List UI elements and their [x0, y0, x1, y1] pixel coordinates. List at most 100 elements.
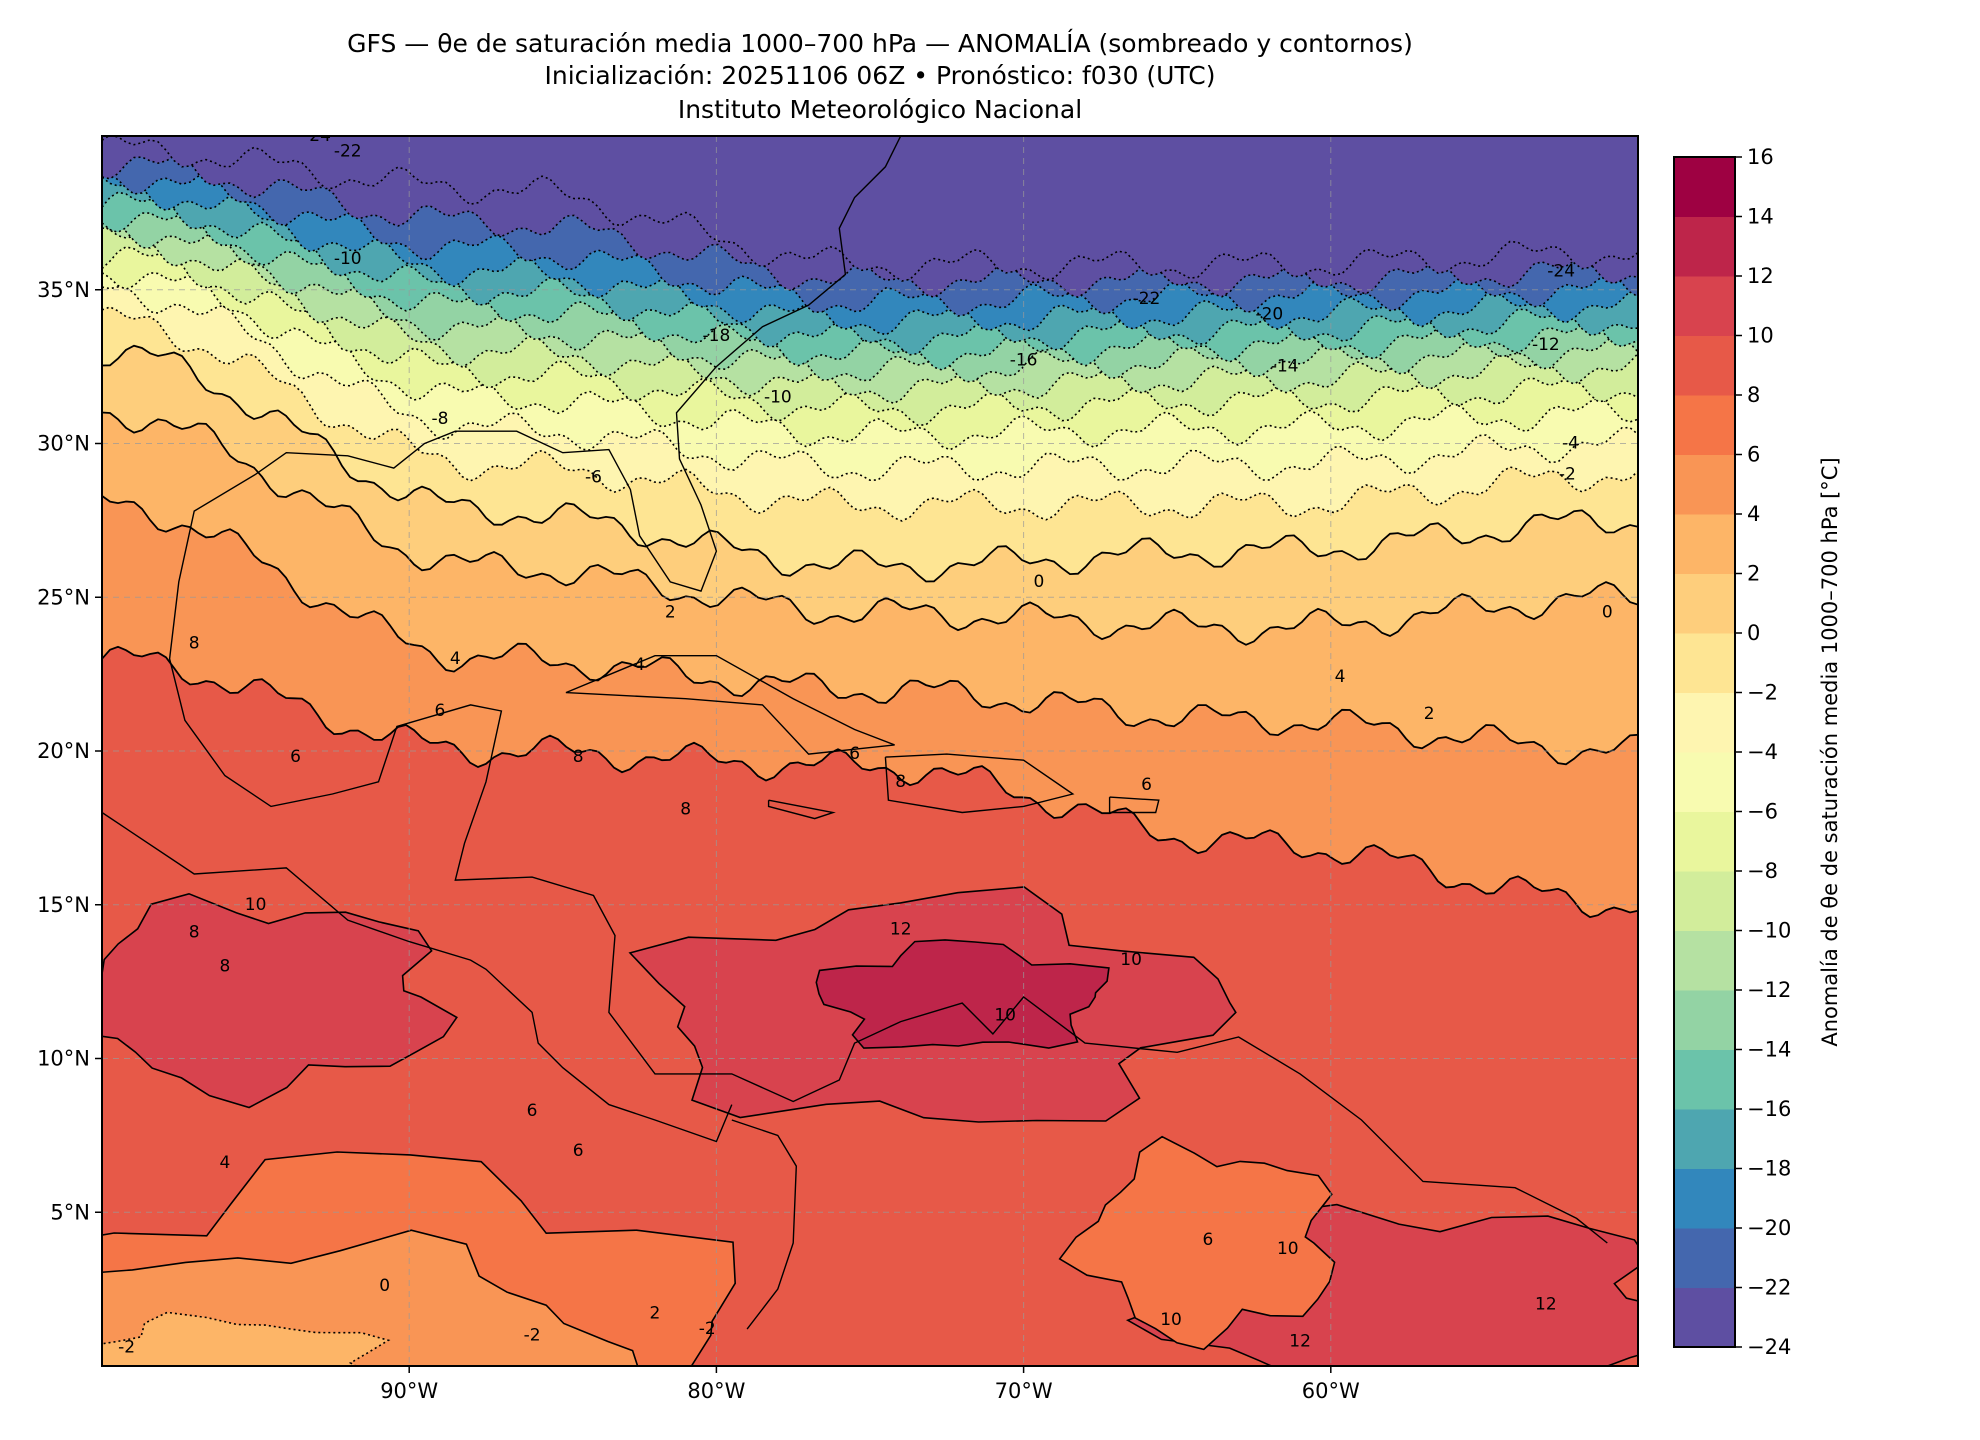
band-6-8-guiana: [1058, 1135, 1336, 1351]
colorbar-swatch: [1674, 811, 1735, 872]
contour-label: 12: [890, 919, 912, 939]
contour-label: -2: [1559, 464, 1576, 484]
contour-label: 8: [189, 922, 200, 942]
colorbar-swatch: [1674, 335, 1735, 396]
colorbar-tick-label: 0: [1747, 621, 1760, 645]
colorbar-swatch: [1674, 276, 1735, 336]
colorbar-tick-label: −6: [1747, 800, 1778, 824]
colorbar-swatch: [1674, 216, 1735, 277]
chart-institution: Instituto Meteorológico Nacional: [677, 95, 1083, 124]
colorbar-tick-label: 6: [1747, 443, 1760, 467]
coastline: [731, 1119, 798, 1330]
colorbar-swatch: [1674, 871, 1735, 931]
contour-line: [102, 225, 1638, 405]
contour-label: -24: [303, 126, 331, 146]
contour-label: 0: [1602, 603, 1613, 623]
colorbar-swatch: [1674, 1168, 1735, 1229]
contour-label: 4: [219, 1153, 230, 1173]
colorbar-swatch: [1674, 1049, 1735, 1110]
colorbar-tick-label: 14: [1747, 205, 1774, 229]
contour-label: 6: [1203, 1230, 1214, 1250]
coastline: [1108, 796, 1160, 814]
contour-label: 2: [665, 603, 676, 623]
colorbar-swatch: [1674, 990, 1735, 1050]
gridlines: [102, 136, 1638, 1366]
contour-label: 6: [573, 1141, 584, 1161]
contour-line: [102, 495, 1638, 766]
y-tick-label: 20°N: [37, 739, 90, 763]
band-m2-0-southwest: [102, 1311, 391, 1366]
x-tick-label: 90°W: [380, 1379, 438, 1403]
contour-label: 10: [1160, 1310, 1182, 1330]
contour-label: 10: [1120, 950, 1142, 970]
contour-label: 2: [650, 1304, 661, 1324]
y-tick-label: 30°N: [37, 432, 90, 456]
chart-title: GFS — θe de saturación media 1000–700 hP…: [347, 29, 1413, 58]
contour-label: 4: [450, 649, 461, 669]
contour-label: 8: [573, 747, 584, 767]
coastline: [884, 753, 1075, 814]
colorbar-swatch: [1674, 752, 1735, 812]
contour-line: [102, 155, 1638, 299]
contour-label: 10: [994, 1005, 1016, 1025]
contour-label: 0: [379, 1276, 390, 1296]
colorbar-tick-label: −2: [1747, 681, 1778, 705]
y-tick-label: 5°N: [50, 1200, 90, 1224]
coastlines: [102, 136, 1608, 1330]
colorbar-tick-label: −10: [1747, 919, 1791, 943]
contour-line: [102, 191, 1638, 356]
contour-label: 8: [895, 772, 906, 792]
colorbar-tick-label: 16: [1747, 145, 1774, 169]
contour-label: -2: [699, 1319, 716, 1339]
contour-label: -10: [334, 249, 362, 269]
coastline: [168, 136, 1608, 1244]
colorbar-swatch: [1674, 930, 1735, 991]
colorbar-tick-label: −12: [1747, 978, 1791, 1002]
colorbar-swatch: [1674, 454, 1735, 515]
contour-label: -20: [1255, 304, 1283, 324]
contour-label: -22: [334, 141, 362, 161]
band--24: [102, 136, 1638, 281]
contour-label: -24: [1547, 261, 1575, 281]
colorbar-tick-label: −14: [1747, 1038, 1791, 1062]
colorbar-tick-label: −18: [1747, 1157, 1791, 1181]
contour-label: -8: [431, 409, 448, 429]
colorbar-tick-label: −8: [1747, 859, 1778, 883]
contour-line: [102, 225, 1638, 383]
colorbar-tick-label: 10: [1747, 324, 1774, 348]
colorbar-swatch: [1674, 157, 1735, 217]
contour-label: 4: [634, 655, 645, 675]
colorbar-swatch: [1674, 514, 1735, 574]
y-tick-label: 25°N: [37, 585, 90, 609]
contour-line: [102, 645, 1638, 919]
colorbar-swatch: [1674, 395, 1735, 455]
contour-label: 4: [1335, 667, 1346, 687]
x-tick-label: 60°W: [1302, 1379, 1360, 1403]
contour-label: -6: [585, 467, 602, 487]
colorbar-swatch: [1674, 1287, 1735, 1348]
band-10-12-pacific: [102, 892, 458, 1109]
y-tick-label: 10°N: [37, 1047, 90, 1071]
colorbar-swatch: [1674, 1109, 1735, 1169]
contour-line: [102, 344, 1638, 583]
band-12-14-caribbean: [815, 939, 1110, 1049]
coastline: [102, 811, 733, 1143]
colorbar-tick-label: 8: [1747, 383, 1760, 407]
colorbar-tick-label: −4: [1747, 740, 1778, 764]
colorbar-swatch: [1674, 1228, 1735, 1288]
contour-label: 6: [527, 1101, 538, 1121]
colorbar-swatch: [1674, 633, 1735, 693]
x-tick-label: 80°W: [687, 1379, 745, 1403]
contour-line: [102, 286, 1638, 482]
contour-label: 6: [435, 701, 446, 721]
colorbar-tick-label: 2: [1747, 562, 1760, 586]
coastline: [767, 799, 836, 820]
contour-line: [102, 176, 1638, 336]
contour-label: -16: [1010, 350, 1038, 370]
colorbar-swatch: [1674, 692, 1735, 753]
contour-line: [102, 136, 1638, 282]
colorbar-tick-label: −20: [1747, 1216, 1791, 1240]
contour-label: 10: [1277, 1239, 1299, 1259]
contour-labels: -24-22-10-18-16 -14-12-10-22-20-24-8-6-4-…: [118, 126, 1613, 1358]
